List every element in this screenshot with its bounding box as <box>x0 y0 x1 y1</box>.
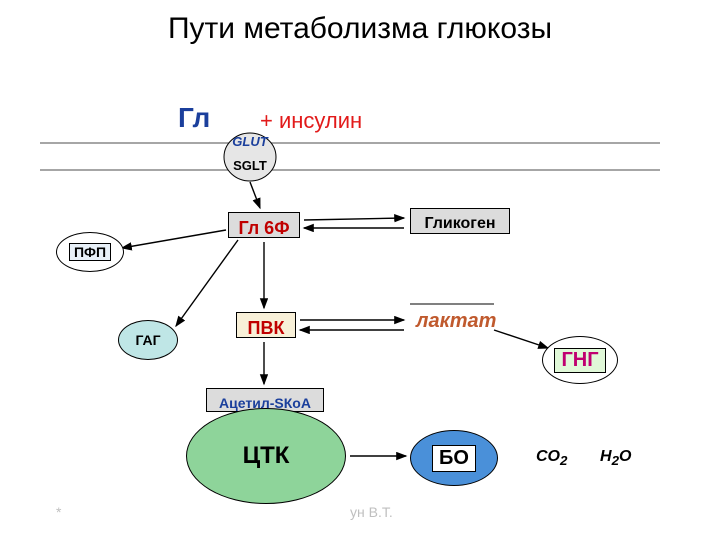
label-h2o: H2O <box>600 448 631 468</box>
label-co2: CO2 <box>536 448 567 468</box>
footer-star: * <box>56 504 61 520</box>
label-gag: ГАГ <box>135 332 160 348</box>
ellipse-pfp: ПФП <box>56 232 124 272</box>
footer-author: ун В.Т. <box>350 504 393 520</box>
label-bo: БО <box>432 445 476 472</box>
ellipse-ctk: ЦТК <box>186 408 346 504</box>
ellipse-bo: БО <box>410 430 498 486</box>
box-glycogen: Гликоген <box>410 208 510 234</box>
label-pfp: ПФП <box>69 243 111 261</box>
label-ctk: ЦТК <box>243 442 290 470</box>
ellipse-gng: ГНГ <box>542 336 618 384</box>
box-gl6f: Гл 6Ф <box>228 212 300 238</box>
box-pvk: ПВК <box>236 312 296 338</box>
label-lactate: лактат <box>416 310 496 333</box>
label-gng: ГНГ <box>554 348 605 373</box>
page-title: Пути метаболизма глюкозы <box>0 12 720 46</box>
label-glut: GLUT <box>232 135 268 148</box>
label-insulin: + инсулин <box>260 108 362 134</box>
label-sglt: SGLT <box>232 159 268 172</box>
label-gl: Гл <box>178 102 210 134</box>
ellipse-gag: ГАГ <box>118 320 178 360</box>
